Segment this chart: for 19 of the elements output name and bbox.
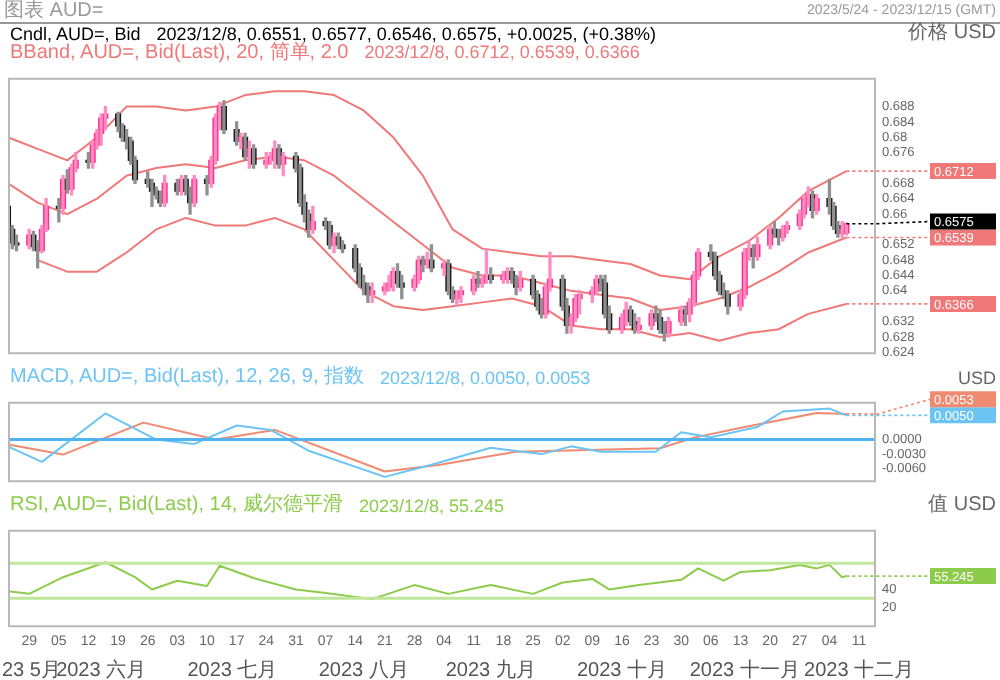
y-axis-title: 价格 USD <box>908 21 996 43</box>
text: 2023/12/8, 0.6712, 0.6539, 0.6366 <box>364 42 640 64</box>
x2-tick-label: 2023 九月 <box>445 657 536 680</box>
x2-tick-label: 2023 十月 <box>576 657 667 680</box>
chart-subtitle: 2023/12/8, 55.245 <box>358 496 505 516</box>
chart-subtitle: 2023/12/8, 0.6551, 0.6577, 0.6546, 0.6575, +0.0025, (+0.38%) <box>156 23 656 43</box>
chart-title: RSI, AUD=, Bid(Last), 14, 威尔德平滑 <box>10 494 343 516</box>
x2-tick-label: 2023 七月 <box>187 657 278 680</box>
y-axis-title: USD <box>957 368 996 388</box>
x2-tick-label: 2023 六月 <box>56 657 147 680</box>
text: 图表 AUD= <box>4 0 104 22</box>
x2-tick-label: 2023 八月 <box>318 659 409 680</box>
y-axis-title: 值 USD <box>928 494 996 516</box>
x2-tick-label: 2023 十二月 <box>804 657 915 680</box>
x2-tick-label: 2023 十一月 <box>689 657 800 680</box>
chart-title: MACD, AUD=, Bid(Last), 12, 26, 9, 指数 <box>10 366 365 388</box>
chart-subtitle: 2023/12/8, 0.0050, 0.0053 <box>380 368 591 388</box>
chart-title: Cndl, AUD=, Bid <box>10 23 141 43</box>
series-label: BBand, AUD=, Bid(Last), 20, 简单, 2.0 <box>10 42 349 64</box>
